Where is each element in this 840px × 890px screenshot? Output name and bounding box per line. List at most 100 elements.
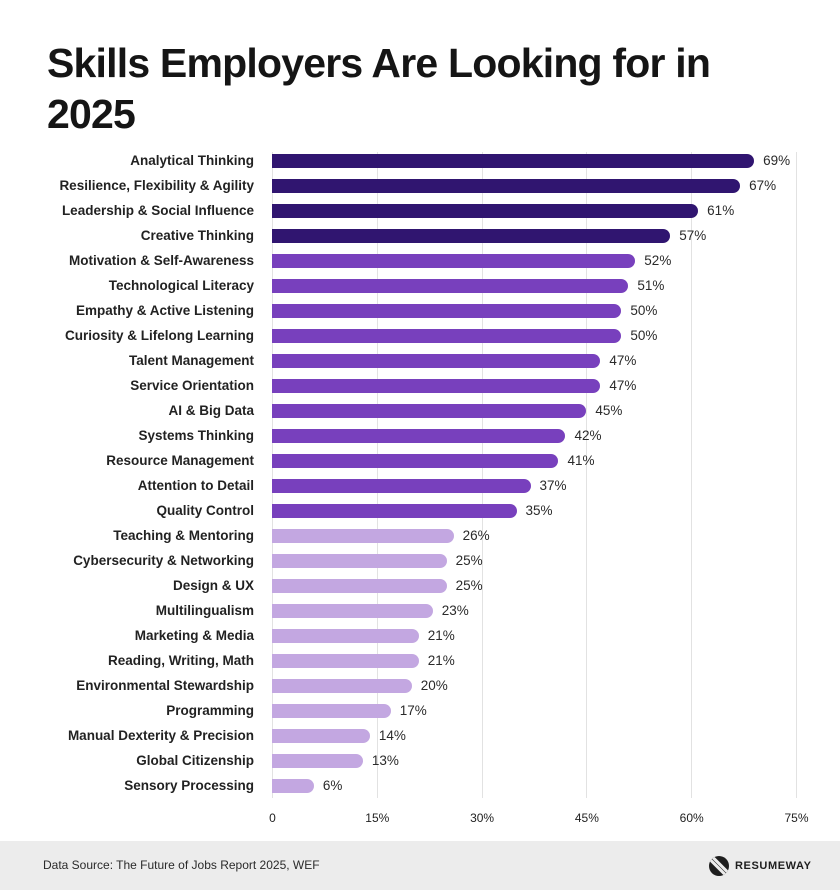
bar-row: Leadership & Social Influence 61% [0, 198, 840, 224]
value-label: 52% [644, 253, 672, 268]
x-tick-label: 0 [269, 811, 276, 825]
bar [272, 654, 419, 668]
bar-row: Sensory Processing 6% [0, 773, 840, 799]
category-label: Marketing & Media [134, 628, 254, 643]
x-tick-label: 75% [784, 811, 809, 825]
bar [272, 454, 559, 468]
value-label: 25% [455, 578, 483, 593]
gridline [796, 152, 797, 798]
value-label: 41% [567, 453, 595, 468]
bar-row: Motivation & Self-Awareness 52% [0, 248, 840, 274]
bar [272, 754, 363, 768]
bar-row: Programming 17% [0, 698, 840, 724]
bar [272, 779, 314, 793]
category-label: Creative Thinking [140, 228, 254, 243]
category-label: Attention to Detail [137, 478, 254, 493]
value-label: 23% [441, 603, 469, 618]
category-label: Empathy & Active Listening [75, 303, 254, 318]
bar-row: Attention to Detail 37% [0, 473, 840, 499]
category-label: Quality Control [156, 503, 255, 518]
value-label: 21% [427, 628, 455, 643]
x-tick-label: 60% [679, 811, 704, 825]
category-label: Resilience, Flexibility & Agility [59, 178, 254, 193]
x-tick-label: 45% [574, 811, 599, 825]
bar [272, 704, 391, 718]
bar-row: Service Orientation 47% [0, 373, 840, 399]
bar-row: Teaching & Mentoring 26% [0, 523, 840, 549]
bar-row: Design & UX 25% [0, 573, 840, 599]
bar [272, 604, 433, 618]
brand-name: RESUMEWAY [735, 860, 812, 872]
value-label: 17% [399, 703, 427, 718]
value-label: 47% [609, 353, 637, 368]
bar [272, 154, 755, 168]
value-label: 67% [749, 178, 777, 193]
category-label: Environmental Stewardship [76, 678, 254, 693]
category-label: Programming [166, 703, 254, 718]
category-label: Resource Management [106, 453, 254, 468]
bar [272, 729, 370, 743]
category-label: Service Orientation [130, 378, 254, 393]
bar-chart: 0 15% 30% 45% 60% 75% Analytical Thinking 69% Re… [0, 148, 840, 825]
gridline [586, 152, 587, 798]
gridline [691, 152, 692, 798]
category-label: Leadership & Social Influence [61, 203, 254, 218]
bar-row: Analytical Thinking 69% [0, 148, 840, 174]
bar [272, 279, 629, 293]
bar [272, 204, 699, 218]
bar [272, 554, 447, 568]
bar [272, 529, 454, 543]
value-label: 20% [420, 678, 448, 693]
value-label: 50% [630, 328, 658, 343]
value-label: 14% [378, 728, 406, 743]
category-label: Motivation & Self-Awareness [68, 253, 254, 268]
bar-row: AI & Big Data 45% [0, 398, 840, 424]
bar-row: Quality Control 35% [0, 498, 840, 524]
bar [272, 579, 447, 593]
chart-title: Skills Employers Are Looking for in 2025 [47, 40, 711, 137]
bar-row: Multilingualism 23% [0, 598, 840, 624]
x-tick-label: 15% [365, 811, 390, 825]
bar [272, 354, 601, 368]
bar-row: Talent Management 47% [0, 348, 840, 374]
category-label: Sensory Processing [124, 778, 254, 793]
value-label: 25% [455, 553, 483, 568]
category-label: Manual Dexterity & Precision [67, 728, 254, 743]
bar [272, 479, 531, 493]
x-tick-label: 30% [470, 811, 495, 825]
category-label: Teaching & Mentoring [113, 528, 254, 543]
category-label: Analytical Thinking [130, 153, 254, 168]
footer: Data Source: The Future of Jobs Report 2… [0, 841, 840, 890]
bar [272, 504, 517, 518]
bar [272, 429, 566, 443]
category-label: Cybersecurity & Networking [73, 553, 254, 568]
bar-row: Manual Dexterity & Precision 14% [0, 723, 840, 749]
value-label: 13% [371, 753, 399, 768]
bar-row: Resilience, Flexibility & Agility 67% [0, 173, 840, 199]
gridline [377, 152, 378, 798]
value-label: 69% [763, 153, 791, 168]
bar [272, 304, 622, 318]
category-label: Talent Management [128, 353, 254, 368]
bar [272, 179, 741, 193]
bar-row: Marketing & Media 21% [0, 623, 840, 649]
bar-row: Curiosity & Lifelong Learning 50% [0, 323, 840, 349]
bar [272, 229, 671, 243]
brand: RESUMEWAY [709, 855, 812, 877]
bar-row: Cybersecurity & Networking 25% [0, 548, 840, 574]
bar-row: Resource Management 41% [0, 448, 840, 474]
value-label: 50% [630, 303, 658, 318]
category-label: Reading, Writing, Math [108, 653, 254, 668]
category-label: Technological Literacy [108, 278, 254, 293]
value-label: 47% [609, 378, 637, 393]
value-label: 35% [525, 503, 553, 518]
value-label: 45% [595, 403, 623, 418]
bar [272, 404, 587, 418]
bar-row: Technological Literacy 51% [0, 273, 840, 299]
bar-row: Creative Thinking 57% [0, 223, 840, 249]
gridline [482, 152, 483, 798]
bar [272, 379, 601, 393]
category-label: Curiosity & Lifelong Learning [64, 328, 254, 343]
value-label: 42% [574, 428, 602, 443]
value-label: 21% [427, 653, 455, 668]
